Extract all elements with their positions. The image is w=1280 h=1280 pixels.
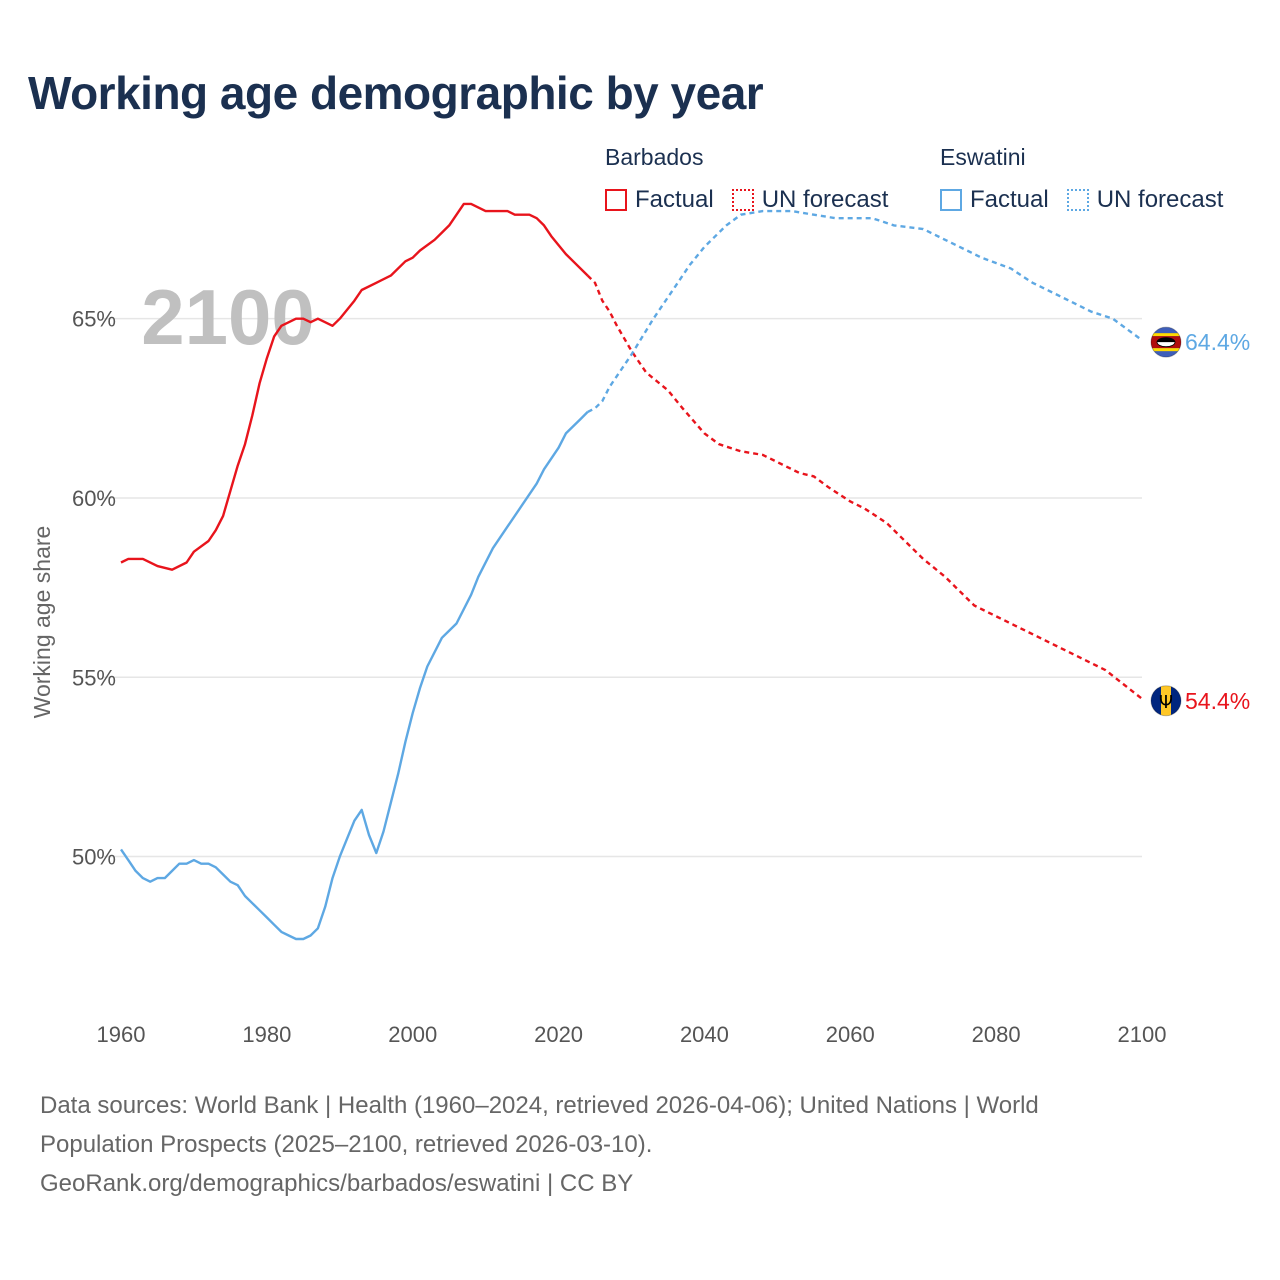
grid-layer: 50% 55% 60% 65% 1960 1980 2000 2020 2040 2060 2080…	[72, 307, 1167, 1047]
legend-swatch-dotted	[1066, 189, 1089, 211]
legend-item-barbados-forecast[interactable]: UN forecast	[731, 186, 889, 214]
x-tick-label: 2000	[388, 1022, 437, 1047]
legend-item-barbados-factual[interactable]: Factual	[605, 186, 714, 214]
y-axis-title: Working age share	[29, 526, 55, 719]
legend-country-name: Barbados	[605, 144, 704, 170]
legend-group-barbados: Barbados Factual UN forecast	[605, 144, 906, 214]
x-tick-label: 2020	[534, 1022, 583, 1047]
legend-item-eswatini-forecast[interactable]: UN forecast	[1066, 186, 1224, 214]
eswatini-flag-icon	[1150, 326, 1182, 358]
x-tick-label: 1980	[242, 1022, 291, 1047]
legend-swatch-solid	[940, 189, 962, 211]
legend-label-factual: Factual	[635, 186, 714, 213]
series-line-eswatini-forecast[interactable]	[587, 209, 1143, 413]
legend-label-factual: Factual	[970, 186, 1049, 213]
legend-country-name: Eswatini	[940, 144, 1026, 170]
x-tick-label: 2100	[1118, 1022, 1167, 1047]
series-layer	[120, 202, 1143, 941]
series-line-barbados-forecast[interactable]	[586, 274, 1143, 700]
line-chart: 50% 55% 60% 65% 1960 1980 2000 2020 2040 2060 2080…	[29, 202, 1250, 1047]
legend-group-eswatini: Eswatini Factual UN forecast	[940, 144, 1241, 214]
series-line-eswatini-factual[interactable]	[120, 411, 589, 941]
y-tick-label: 50%	[72, 845, 116, 870]
end-value-label-barbados: 54.4%	[1185, 688, 1250, 714]
x-tick-label: 2040	[680, 1022, 729, 1047]
footer-sources: Data sources: World Bank | Health (1960–…	[40, 1086, 1220, 1203]
legend-swatch-solid	[605, 189, 627, 211]
y-tick-label: 55%	[72, 665, 116, 690]
legend-swatch-dotted	[731, 189, 754, 211]
footer-line-1: Data sources: World Bank | Health (1960–…	[40, 1092, 1039, 1119]
current-year-label: 2100	[141, 273, 315, 361]
x-tick-label: 2060	[826, 1022, 875, 1047]
svg-text:Ψ: Ψ	[1159, 692, 1173, 713]
end-layer: Ψ 54.4% 64.4%	[1150, 326, 1250, 717]
x-tick-label: 1960	[97, 1022, 146, 1047]
legend-label-forecast: UN forecast	[1096, 186, 1224, 213]
legend-label-forecast: UN forecast	[761, 186, 889, 213]
y-tick-label: 60%	[72, 486, 116, 511]
x-tick-label: 2080	[972, 1022, 1021, 1047]
y-tick-label: 65%	[72, 307, 116, 332]
legend-item-eswatini-factual[interactable]: Factual	[940, 186, 1049, 214]
footer-line-3[interactable]: GeoRank.org/demographics/barbados/eswati…	[40, 1170, 634, 1197]
end-value-label-eswatini: 64.4%	[1185, 329, 1250, 355]
barbados-flag-icon: Ψ	[1150, 685, 1182, 717]
series-line-barbados-factual[interactable]	[120, 202, 589, 571]
chart-title: Working age demographic by year	[28, 67, 764, 119]
footer-line-2: Population Prospects (2025–2100, retriev…	[40, 1131, 653, 1158]
